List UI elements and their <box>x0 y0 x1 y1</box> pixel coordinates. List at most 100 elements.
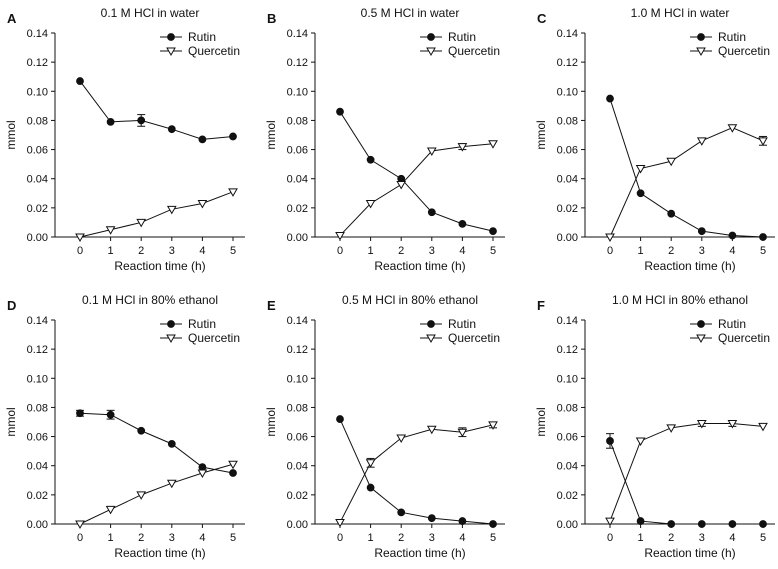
marker-quercetin <box>696 419 707 429</box>
x-tick-label: 1 <box>108 245 114 257</box>
legend-marker-quercetin <box>426 47 436 57</box>
x-tick-label: 4 <box>459 245 465 257</box>
marker-rutin <box>489 227 497 236</box>
marker-quercetin <box>727 419 738 429</box>
marker-rutin <box>229 469 237 477</box>
marker-quercetin <box>635 165 646 174</box>
y-tick-label: 0.14 <box>287 315 308 327</box>
legend-label-quercetin: Quercetin <box>188 331 240 345</box>
series-line-rutin <box>609 440 763 525</box>
marker-rutin <box>606 94 614 103</box>
series-line-rutin <box>339 111 494 232</box>
x-axis-title: Reaction time (h) <box>374 546 465 560</box>
chart-panel-f: F 1.0 M HCl in 80% ethanol 0.00 0.02 0.04 0.0… <box>534 293 775 560</box>
marker-rutin <box>397 508 406 517</box>
y-axis-title: mmol <box>534 407 548 436</box>
x-tick-label: 5 <box>490 532 496 544</box>
marker-rutin <box>76 77 84 85</box>
panel-letter: E <box>267 298 276 313</box>
x-axis-title: Reaction time (h) <box>374 259 465 273</box>
panel-title: 0.5 M HCl in water <box>361 6 460 20</box>
x-tick-label: 3 <box>699 245 705 257</box>
marker-rutin <box>489 520 497 528</box>
x-tick-label: 3 <box>699 532 705 544</box>
marker-rutin <box>728 520 737 528</box>
legend-marker-rutin <box>427 320 435 328</box>
y-tick-label: 0.12 <box>557 344 578 356</box>
x-tick-label: 1 <box>368 245 374 257</box>
x-tick-label: 1 <box>638 532 644 544</box>
y-axis-title: mmol <box>4 120 18 149</box>
legend-marker-quercetin <box>696 334 706 344</box>
y-tick-label: 0.10 <box>27 373 48 385</box>
marker-quercetin <box>396 434 407 444</box>
y-tick-label: 0.04 <box>27 174 48 186</box>
y-tick-label: 0.06 <box>557 432 578 444</box>
marker-rutin <box>137 116 146 125</box>
x-tick-label: 1 <box>108 532 114 544</box>
series-line-rutin <box>609 98 764 238</box>
marker-rutin <box>697 520 706 528</box>
marker-rutin <box>759 520 767 528</box>
legend-label-quercetin: Quercetin <box>448 44 500 58</box>
x-tick-label: 5 <box>760 245 766 257</box>
marker-rutin <box>76 409 84 418</box>
y-tick-label: 0.04 <box>27 461 48 473</box>
marker-rutin <box>427 208 436 217</box>
series-line-quercetin <box>609 422 764 522</box>
marker-quercetin <box>105 226 116 235</box>
marker-rutin <box>636 189 645 198</box>
y-tick-label: 0.04 <box>287 461 308 473</box>
y-tick-label: 0.10 <box>287 86 308 98</box>
marker-quercetin <box>758 422 768 432</box>
marker-rutin <box>167 125 176 134</box>
y-axis-title: mmol <box>264 120 278 149</box>
legend-marker-quercetin <box>166 334 176 344</box>
panel-letter: B <box>267 11 276 26</box>
x-axis-title: Reaction time (h) <box>644 259 735 273</box>
marker-quercetin <box>426 147 437 157</box>
panel-letter: F <box>537 298 545 313</box>
y-axis-title: mmol <box>4 407 18 436</box>
series-line-quercetin <box>609 127 764 238</box>
y-tick-label: 0.12 <box>27 344 48 356</box>
y-tick-label: 0.06 <box>287 145 308 157</box>
x-tick-label: 4 <box>199 245 205 257</box>
x-tick-label: 3 <box>169 532 175 544</box>
y-tick-label: 0.02 <box>287 490 308 502</box>
marker-quercetin <box>727 124 738 133</box>
marker-quercetin <box>635 437 646 446</box>
marker-quercetin <box>666 424 677 433</box>
legend-label-quercetin: Quercetin <box>718 331 770 345</box>
y-tick-label: 0.08 <box>27 402 48 414</box>
marker-quercetin <box>136 218 147 228</box>
marker-quercetin <box>488 140 498 149</box>
y-tick-label: 0.06 <box>557 145 578 157</box>
panel-title: 1.0 M HCl in water <box>631 6 730 20</box>
y-tick-label: 0.00 <box>27 232 48 244</box>
y-tick-label: 0.02 <box>557 490 578 502</box>
marker-quercetin <box>75 233 85 243</box>
chart-panel-c: C 1.0 M HCl in water 0.00 0.02 0.04 0.06 0.08 0… <box>534 6 775 273</box>
series-line-rutin <box>79 412 234 474</box>
series-line-rutin <box>339 418 494 525</box>
y-tick-label: 0.00 <box>287 519 308 531</box>
marker-quercetin <box>335 232 345 241</box>
series-line-quercetin <box>339 424 494 523</box>
marker-quercetin <box>605 233 615 243</box>
x-axis-title: Reaction time (h) <box>644 546 735 560</box>
marker-quercetin <box>457 428 468 438</box>
y-tick-label: 0.02 <box>27 203 48 215</box>
x-tick-label: 2 <box>398 532 404 544</box>
legend-marker-quercetin <box>426 334 436 344</box>
marker-rutin <box>106 117 115 126</box>
marker-quercetin <box>166 479 177 489</box>
y-axis-title: mmol <box>534 120 548 149</box>
y-tick-label: 0.08 <box>287 402 308 414</box>
series-line-quercetin <box>79 463 234 525</box>
marker-quercetin <box>426 425 437 435</box>
marker-rutin <box>198 135 207 144</box>
y-tick-label: 0.06 <box>27 432 48 444</box>
y-tick-label: 0.02 <box>557 203 578 215</box>
